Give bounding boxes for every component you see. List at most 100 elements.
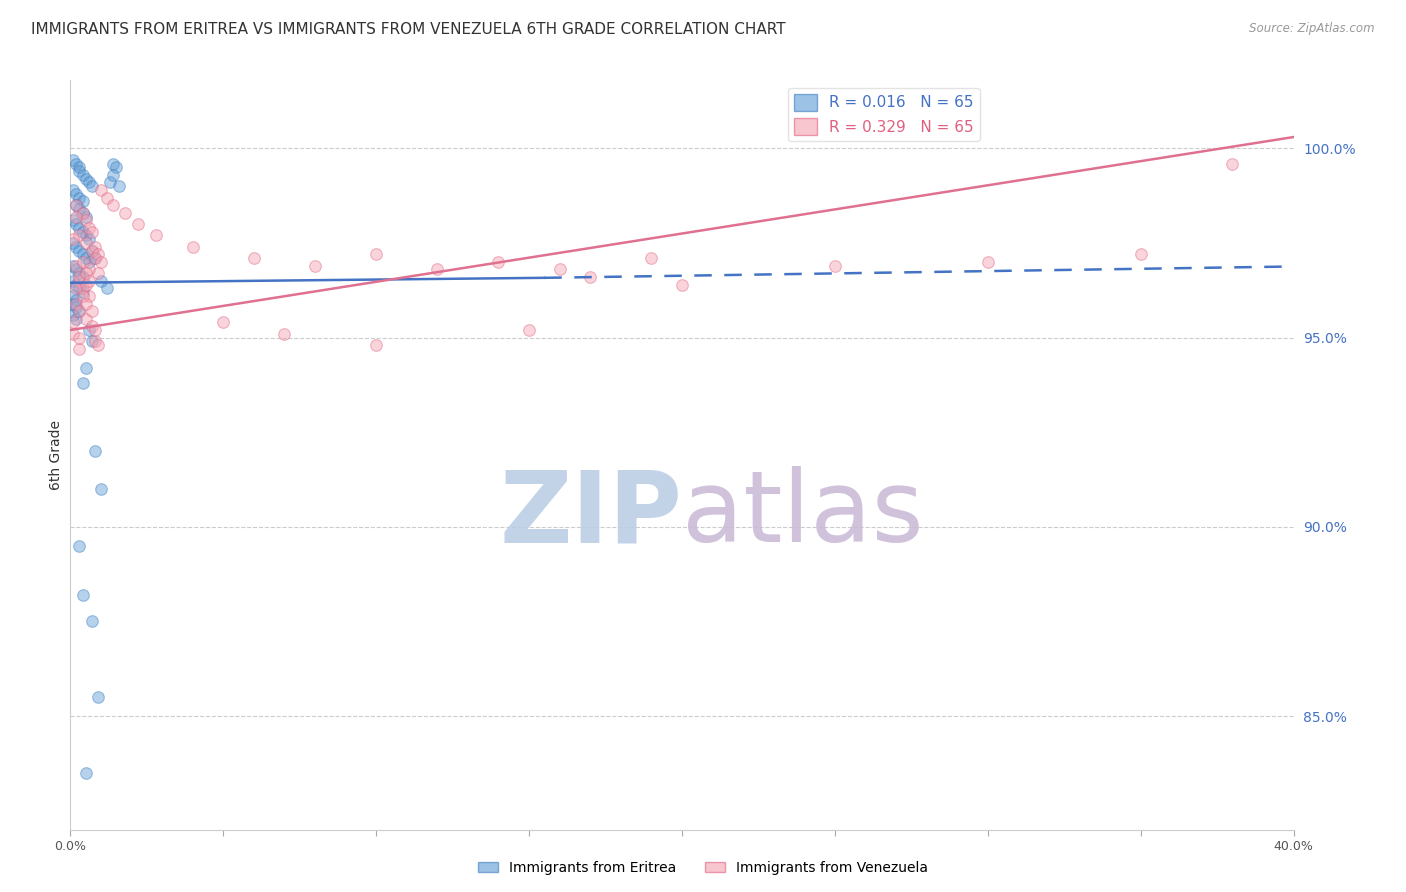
Point xyxy=(90,255,112,269)
Point xyxy=(80,244,103,258)
Point xyxy=(83,251,105,265)
Point xyxy=(75,277,97,292)
Point xyxy=(90,482,112,496)
Point xyxy=(69,191,91,205)
Point xyxy=(72,588,94,602)
Point xyxy=(75,210,97,224)
Point xyxy=(87,247,110,261)
Point xyxy=(69,304,91,318)
Point xyxy=(69,270,91,285)
Point xyxy=(65,293,87,307)
Text: IMMIGRANTS FROM ERITREA VS IMMIGRANTS FROM VENEZUELA 6TH GRADE CORRELATION CHART: IMMIGRANTS FROM ERITREA VS IMMIGRANTS FR… xyxy=(31,22,786,37)
Point xyxy=(69,330,91,344)
Point xyxy=(65,259,87,273)
Point xyxy=(72,247,94,261)
Point xyxy=(69,220,91,235)
Point xyxy=(98,176,121,190)
Point xyxy=(69,281,91,295)
Point xyxy=(75,311,97,326)
Point xyxy=(62,213,84,227)
Point xyxy=(80,225,103,239)
Point xyxy=(62,296,84,310)
Point xyxy=(87,266,110,280)
Point xyxy=(83,251,105,265)
Point xyxy=(72,285,94,300)
Point xyxy=(83,334,105,349)
Point xyxy=(72,376,94,390)
Point xyxy=(1220,156,1243,170)
Point xyxy=(65,156,87,170)
Point xyxy=(80,334,103,349)
Point xyxy=(65,186,87,201)
Point xyxy=(72,281,94,295)
Point xyxy=(114,205,136,219)
Point xyxy=(80,304,103,318)
Text: ZIP: ZIP xyxy=(499,467,682,564)
Point xyxy=(69,304,91,318)
Point xyxy=(101,168,124,182)
Point xyxy=(75,228,97,243)
Text: Source: ZipAtlas.com: Source: ZipAtlas.com xyxy=(1250,22,1375,36)
Point xyxy=(72,205,94,219)
Point xyxy=(69,228,91,243)
Point xyxy=(181,240,204,254)
Point xyxy=(96,191,118,205)
Point xyxy=(579,270,602,285)
Point xyxy=(72,205,94,219)
Point xyxy=(77,255,100,269)
Point xyxy=(69,342,91,356)
Point xyxy=(62,232,84,246)
Point xyxy=(65,198,87,212)
Point xyxy=(65,301,87,315)
Point xyxy=(62,259,84,273)
Point xyxy=(72,289,94,303)
Point xyxy=(548,262,571,277)
Point xyxy=(65,277,87,292)
Point xyxy=(671,277,693,292)
Point xyxy=(96,281,118,295)
Point xyxy=(273,326,295,341)
Point xyxy=(640,251,662,265)
Point xyxy=(77,262,100,277)
Point xyxy=(101,198,124,212)
Point xyxy=(77,176,100,190)
Point xyxy=(62,235,84,250)
Point xyxy=(65,217,87,231)
Legend: R = 0.016   N = 65, R = 0.329   N = 65: R = 0.016 N = 65, R = 0.329 N = 65 xyxy=(789,88,980,141)
Point xyxy=(426,262,449,277)
Point xyxy=(105,161,128,175)
Point xyxy=(62,308,84,322)
Point xyxy=(72,225,94,239)
Point xyxy=(75,213,97,227)
Point xyxy=(69,164,91,178)
Point xyxy=(75,266,97,280)
Point xyxy=(72,270,94,285)
Point xyxy=(65,296,87,310)
Point xyxy=(75,360,97,375)
Point xyxy=(75,765,97,780)
Point xyxy=(72,168,94,182)
Point xyxy=(80,244,103,258)
Point xyxy=(77,232,100,246)
Point xyxy=(87,690,110,705)
Point xyxy=(77,289,100,303)
Point xyxy=(65,198,87,212)
Point xyxy=(366,338,388,352)
Point xyxy=(83,444,105,458)
Point xyxy=(69,539,91,553)
Point xyxy=(824,259,846,273)
Point xyxy=(80,319,103,334)
Point xyxy=(69,202,91,216)
Point xyxy=(62,183,84,197)
Point xyxy=(1129,247,1152,261)
Point xyxy=(366,247,388,261)
Point xyxy=(62,289,84,303)
Point xyxy=(72,255,94,269)
Point xyxy=(90,183,112,197)
Point xyxy=(976,255,998,269)
Point xyxy=(83,323,105,337)
Point xyxy=(62,153,84,167)
Point xyxy=(75,171,97,186)
Point xyxy=(72,194,94,209)
Point xyxy=(62,316,84,330)
